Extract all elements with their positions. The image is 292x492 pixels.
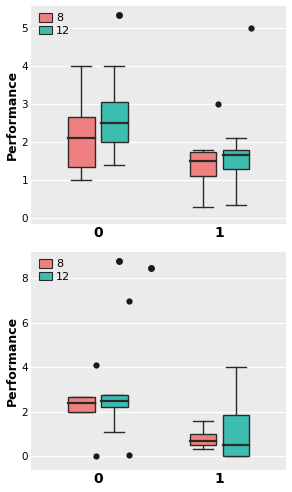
- Legend: 8, 12: 8, 12: [36, 11, 73, 38]
- Bar: [190, 152, 216, 176]
- Y-axis label: Performance: Performance: [6, 315, 19, 406]
- Bar: [68, 398, 95, 412]
- Bar: [190, 434, 216, 445]
- Y-axis label: Performance: Performance: [6, 69, 19, 160]
- Bar: [223, 150, 249, 169]
- Bar: [101, 395, 128, 407]
- Bar: [101, 102, 128, 142]
- Bar: [68, 118, 95, 167]
- Bar: [223, 415, 249, 456]
- Legend: 8, 12: 8, 12: [36, 257, 73, 284]
